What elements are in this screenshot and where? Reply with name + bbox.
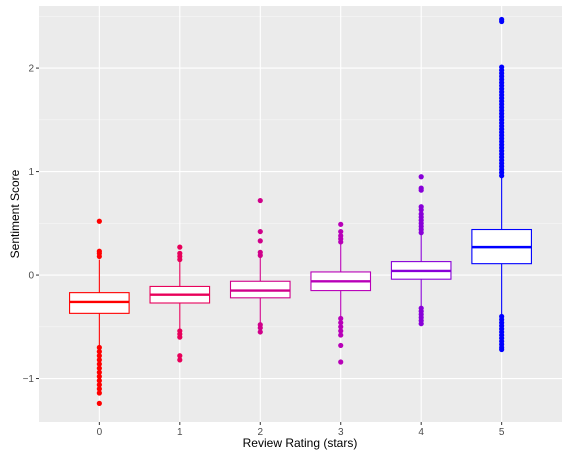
outlier-point <box>96 361 102 367</box>
outlier-point <box>177 357 183 363</box>
outlier-point <box>418 187 424 193</box>
x-tick-label: 5 <box>499 427 505 438</box>
outlier-point <box>499 346 505 353</box>
outlier-point <box>177 353 183 359</box>
outlier-point <box>338 315 344 322</box>
y-tick-label: 1 <box>28 167 34 178</box>
box-0 <box>69 218 130 406</box>
box-2 <box>229 197 291 335</box>
outlier-point <box>499 18 505 25</box>
outlier-point <box>257 228 263 235</box>
outlier-point <box>499 173 505 179</box>
outlier-point <box>338 228 344 235</box>
y-tick-label: −1 <box>23 374 35 385</box>
x-tick-label: 4 <box>418 427 424 438</box>
outlier-point <box>96 344 102 351</box>
outlier-point <box>177 256 183 263</box>
outlier-point <box>418 207 424 213</box>
x-tick-label: 2 <box>257 427 263 438</box>
outlier-point <box>338 359 344 365</box>
outlier-point <box>257 252 263 258</box>
box-series <box>69 16 532 406</box>
outlier-point <box>418 321 424 327</box>
outlier-point <box>96 390 102 396</box>
outlier-point <box>257 329 263 335</box>
outlier-point <box>96 373 102 380</box>
outlier-point <box>96 386 102 392</box>
x-tick-label: 1 <box>177 427 183 438</box>
outlier-point <box>338 324 344 330</box>
outlier-point <box>96 253 102 260</box>
outlier-point <box>257 238 263 244</box>
outlier-point <box>96 365 102 371</box>
y-axis: −1 0 1 2 <box>23 64 39 385</box>
y-axis-title: Sentiment Score <box>8 169 22 258</box>
outlier-point <box>338 320 344 326</box>
outlier-point <box>96 382 102 388</box>
outlier-point <box>96 369 102 375</box>
outlier-point <box>338 342 344 349</box>
outlier-point <box>96 400 102 406</box>
outlier-point <box>338 328 344 334</box>
box-4 <box>390 174 452 327</box>
outlier-point <box>177 244 183 250</box>
y-tick-label: 0 <box>28 271 34 282</box>
outlier-point <box>96 357 102 363</box>
outlier-point <box>96 353 102 359</box>
outlier-point <box>177 334 183 340</box>
x-tick-label: 0 <box>97 427 103 438</box>
outlier-point <box>257 197 263 204</box>
x-axis-title: Review Rating (stars) <box>243 436 358 450</box>
outlier-point <box>96 218 102 224</box>
outlier-point <box>338 239 344 245</box>
outlier-point <box>338 221 344 227</box>
x-axis: 0 1 2 3 4 5 <box>97 422 505 438</box>
x-tick-label: 3 <box>338 427 344 438</box>
box-1 <box>149 244 211 363</box>
outlier-point <box>96 349 102 355</box>
y-tick-label: 2 <box>28 64 34 75</box>
outlier-point <box>96 378 102 384</box>
plot-panel <box>39 6 562 422</box>
box-5 <box>471 16 532 353</box>
box-3 <box>310 221 372 365</box>
outlier-point <box>418 174 424 180</box>
outlier-point <box>338 332 344 338</box>
outlier-point <box>257 325 263 331</box>
outlier-point <box>418 230 424 236</box>
